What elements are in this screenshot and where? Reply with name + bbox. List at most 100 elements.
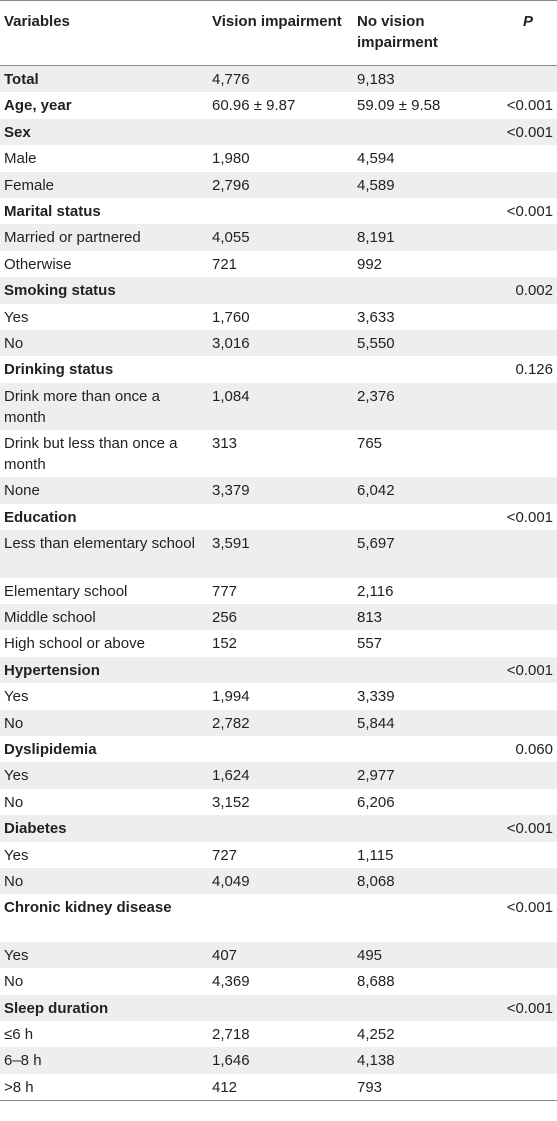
table-row: Hypertension <0.001 <box>0 656 557 684</box>
header-variables: Variables <box>4 13 70 30</box>
row-label: Female <box>4 176 55 194</box>
p-value: 0.002 <box>515 282 553 300</box>
table-row: 6–8 h 1,646 4,138 <box>0 1047 557 1074</box>
row-label: Yes <box>4 688 29 706</box>
vision-impairment-value: 256 <box>212 609 238 627</box>
table-row: Yes 1,760 3,633 <box>0 304 557 330</box>
no-vision-impairment-value: 765 <box>357 435 383 453</box>
p-value: 0.126 <box>515 361 553 379</box>
no-vision-impairment-value: 813 <box>357 609 383 627</box>
vision-impairment-value: 1,624 <box>212 767 250 785</box>
no-vision-impairment-value: 2,977 <box>357 767 395 785</box>
table-row: ≤6 h 2,718 4,252 <box>0 1021 557 1047</box>
table-row: Middle school 256 813 <box>0 604 557 631</box>
p-value: <0.001 <box>506 202 553 220</box>
header-p-value: P <box>522 13 533 30</box>
no-vision-impairment-value: 8,068 <box>357 872 395 890</box>
row-label: >8 h <box>4 1078 34 1096</box>
vision-impairment-value: 3,152 <box>212 793 250 811</box>
no-vision-impairment-value: 6,206 <box>357 793 395 811</box>
table-row: None 3,379 6,042 <box>0 477 557 504</box>
row-label: Age, year <box>4 97 72 115</box>
row-label: Elementary school <box>4 582 128 600</box>
row-label: No <box>4 334 24 352</box>
vision-impairment-value: 777 <box>212 582 238 600</box>
no-vision-impairment-value: 4,589 <box>357 176 395 194</box>
vision-impairment-value: 2,718 <box>212 1025 250 1043</box>
row-label: High school or above <box>4 635 145 653</box>
row-label: Drink more than once a month <box>4 387 160 426</box>
no-vision-impairment-value: 4,252 <box>357 1025 395 1043</box>
no-vision-impairment-value: 3,633 <box>357 308 395 326</box>
table-row: Total 4,776 9,183 <box>0 66 557 93</box>
table-row: Yes 727 1,115 <box>0 842 557 868</box>
table-row: Elementary school 777 2,116 <box>0 578 557 604</box>
vision-impairment-value: 412 <box>212 1078 238 1096</box>
p-value: <0.001 <box>506 899 553 917</box>
row-label: Yes <box>4 767 29 785</box>
table-row: Education <0.001 <box>0 504 557 530</box>
table-row: Married or partnered 4,055 8,191 <box>0 224 557 251</box>
vision-impairment-value: 3,016 <box>212 334 250 352</box>
table-row: Diabetes <0.001 <box>0 815 557 842</box>
table-row: Marital status <0.001 <box>0 198 557 224</box>
vision-impairment-value: 1,084 <box>212 387 250 405</box>
table-row: Smoking status 0.002 <box>0 277 557 304</box>
row-label: Male <box>4 150 37 168</box>
header-vision-impairment: Vision impairment <box>212 13 342 30</box>
vision-impairment-value: 1,980 <box>212 150 250 168</box>
table-header: Variables Vision impairment No vision im… <box>0 0 557 66</box>
table-row: Sex <0.001 <box>0 118 557 146</box>
row-label: ≤6 h <box>4 1025 34 1043</box>
row-label: Smoking status <box>4 282 116 300</box>
row-label: Yes <box>4 946 29 964</box>
row-label: Hypertension <box>4 661 100 679</box>
row-label: Chronic kidney disease <box>4 899 172 917</box>
vision-impairment-value: 152 <box>212 635 238 653</box>
row-label: Drinking status <box>4 361 114 379</box>
vision-impairment-value: 4,369 <box>212 973 250 991</box>
row-label: Less than elementary school <box>4 535 195 553</box>
vision-impairment-value: 727 <box>212 846 238 864</box>
vision-impairment-value: 3,379 <box>212 482 250 500</box>
table-row: Drinking status 0.126 <box>0 356 557 382</box>
row-label: Yes <box>4 308 29 326</box>
vision-impairment-value: 4,055 <box>212 229 250 247</box>
vision-impairment-value: 3,591 <box>212 535 250 553</box>
vision-impairment-value: 2,796 <box>212 176 250 194</box>
vision-impairment-value: 407 <box>212 946 238 964</box>
table-row: No 4,049 8,068 <box>0 867 557 895</box>
table-row: Age, year 60.96 ± 9.87 59.09 ± 9.58 <0.001 <box>0 92 557 118</box>
row-label: Marital status <box>4 202 101 220</box>
no-vision-impairment-value: 3,339 <box>357 688 395 706</box>
table-row: Yes 407 495 <box>0 941 557 969</box>
vision-impairment-value: 4,049 <box>212 872 250 890</box>
row-label: Yes <box>4 846 29 864</box>
no-vision-impairment-value: 495 <box>357 946 383 964</box>
table-row: Yes 1,624 2,977 <box>0 762 557 789</box>
no-vision-impairment-value: 5,697 <box>357 535 395 553</box>
no-vision-impairment-value: 992 <box>357 255 383 273</box>
table-row: Chronic kidney disease <0.001 <box>0 894 557 941</box>
p-value: <0.001 <box>506 97 553 115</box>
p-value: <0.001 <box>506 999 553 1017</box>
table-row: High school or above 152 557 <box>0 630 557 656</box>
vision-impairment-value: 2,782 <box>212 714 250 732</box>
row-label: None <box>4 482 40 500</box>
row-label: Total <box>4 71 39 88</box>
row-label: Married or partnered <box>4 229 141 247</box>
no-vision-impairment-value: 9,183 <box>357 71 395 88</box>
row-label: Middle school <box>4 609 96 627</box>
row-label: Dyslipidemia <box>4 740 97 758</box>
table-body: Total 4,776 9,183 Age, year 60.96 ± 9.87 59.0… <box>0 66 557 1102</box>
p-value: <0.001 <box>506 508 553 526</box>
vision-impairment-value: 721 <box>212 255 238 273</box>
row-label: No <box>4 793 24 811</box>
table-row: Yes 1,994 3,339 <box>0 683 557 709</box>
p-value: <0.001 <box>506 820 553 838</box>
no-vision-impairment-value: 793 <box>357 1078 383 1096</box>
no-vision-impairment-value: 2,116 <box>357 582 394 600</box>
p-value: <0.001 <box>506 123 553 141</box>
row-label: Diabetes <box>4 820 67 838</box>
